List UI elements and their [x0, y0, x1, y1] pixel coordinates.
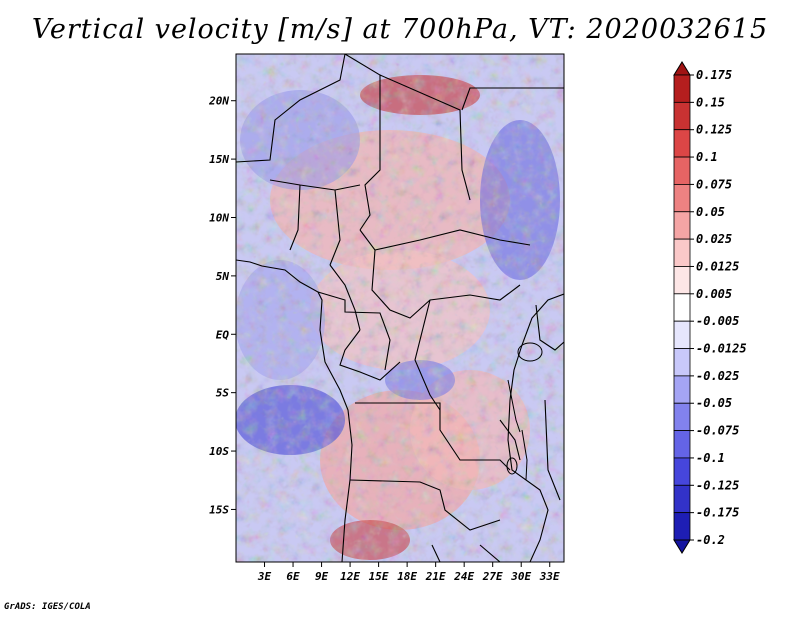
- colorbar-top-arrow: [673, 61, 691, 76]
- colorbar-label: -0.005: [696, 314, 739, 328]
- lon-tick-label: 24E: [453, 570, 474, 583]
- colorbar-label: -0.0125: [696, 342, 747, 356]
- grads-credit: GrADS: IGES/COLA: [4, 602, 91, 612]
- colorbar-label: -0.025: [696, 369, 739, 383]
- colorbar-label: 0.0125: [696, 259, 739, 273]
- lat-tick-label: 15S: [209, 503, 229, 516]
- lon-tick-label: 6E: [286, 570, 300, 583]
- colorbar-swatch: [673, 457, 691, 486]
- colorbar-label: 0.025: [696, 232, 732, 246]
- colorbar-label: 0.125: [696, 123, 732, 137]
- colorbar-swatch: [673, 375, 691, 404]
- lat-tick-label: 15N: [209, 153, 229, 166]
- colorbar-label: 0.15: [696, 95, 725, 109]
- colorbar-swatch: [673, 402, 691, 431]
- map-frame: [235, 53, 565, 563]
- chart-title: Vertical velocity [m/s] at 700hPa, VT: 2…: [31, 14, 769, 45]
- lat-tick-label: EQ: [216, 328, 230, 341]
- colorbar-swatch: [673, 348, 691, 377]
- colorbar-label: 0.1: [696, 150, 718, 164]
- colorbar-label: -0.2: [696, 533, 725, 547]
- colorbar: 0.175 0.15 0.125 0.1 0.075 0.05 0.025 0.0125 0.0…: [673, 61, 747, 554]
- colorbar-label: -0.1: [696, 451, 725, 465]
- lon-tick-label: 27E: [482, 570, 503, 583]
- longitude-axis: 3E 6E 9E 12E 15E 18E 21E 24E 27E 30E 33E: [257, 562, 560, 583]
- colorbar-bottom-arrow: [673, 539, 691, 554]
- colorbar-label: 0.005: [696, 287, 732, 301]
- colorbar-swatch: [673, 484, 691, 514]
- colorbar-swatch: [673, 211, 691, 240]
- colorbar-label: -0.075: [696, 424, 739, 438]
- lon-tick-label: 15E: [369, 570, 389, 583]
- colorbar-swatch: [673, 293, 691, 322]
- colorbar-swatch: [673, 320, 691, 349]
- colorbar-swatch: [673, 184, 691, 213]
- lon-tick-label: 3E: [257, 570, 272, 583]
- colorbar-label: -0.175: [696, 506, 739, 520]
- colorbar-swatch: [673, 129, 691, 158]
- lon-tick-label: 33E: [539, 570, 560, 583]
- colorbar-swatch: [673, 238, 691, 267]
- colorbar-swatch: [673, 101, 691, 131]
- latitude-axis: 20N 15N 10N 5N EQ 5S 10S 15S: [208, 95, 236, 516]
- colorbar-label: -0.125: [696, 478, 739, 492]
- colorbar-label: 0.075: [696, 177, 732, 191]
- lon-tick-label: 30E: [510, 570, 531, 583]
- colorbar-label: -0.05: [696, 396, 732, 410]
- lakes: [506, 342, 543, 481]
- lat-tick-label: 20N: [208, 95, 229, 108]
- velocity-field: [236, 54, 564, 562]
- lon-tick-label: 18E: [397, 570, 417, 583]
- lat-tick-label: 10S: [209, 445, 229, 458]
- colorbar-swatch: [673, 430, 691, 459]
- colorbar-label: 0.175: [696, 68, 732, 82]
- colorbar-swatch: [673, 266, 691, 295]
- colorbar-swatch: [673, 156, 691, 185]
- lat-tick-label: 5S: [216, 387, 230, 400]
- lat-tick-label: 10N: [209, 211, 229, 224]
- lon-tick-label: 9E: [315, 570, 329, 583]
- lon-tick-label: 21E: [425, 570, 446, 583]
- coastlines-boundaries: [236, 54, 564, 562]
- colorbar-swatch: [673, 512, 691, 541]
- lat-tick-label: 5N: [216, 270, 230, 283]
- colorbar-swatch: [673, 74, 691, 103]
- lon-tick-label: 12E: [340, 570, 360, 583]
- colorbar-label: 0.05: [696, 205, 725, 219]
